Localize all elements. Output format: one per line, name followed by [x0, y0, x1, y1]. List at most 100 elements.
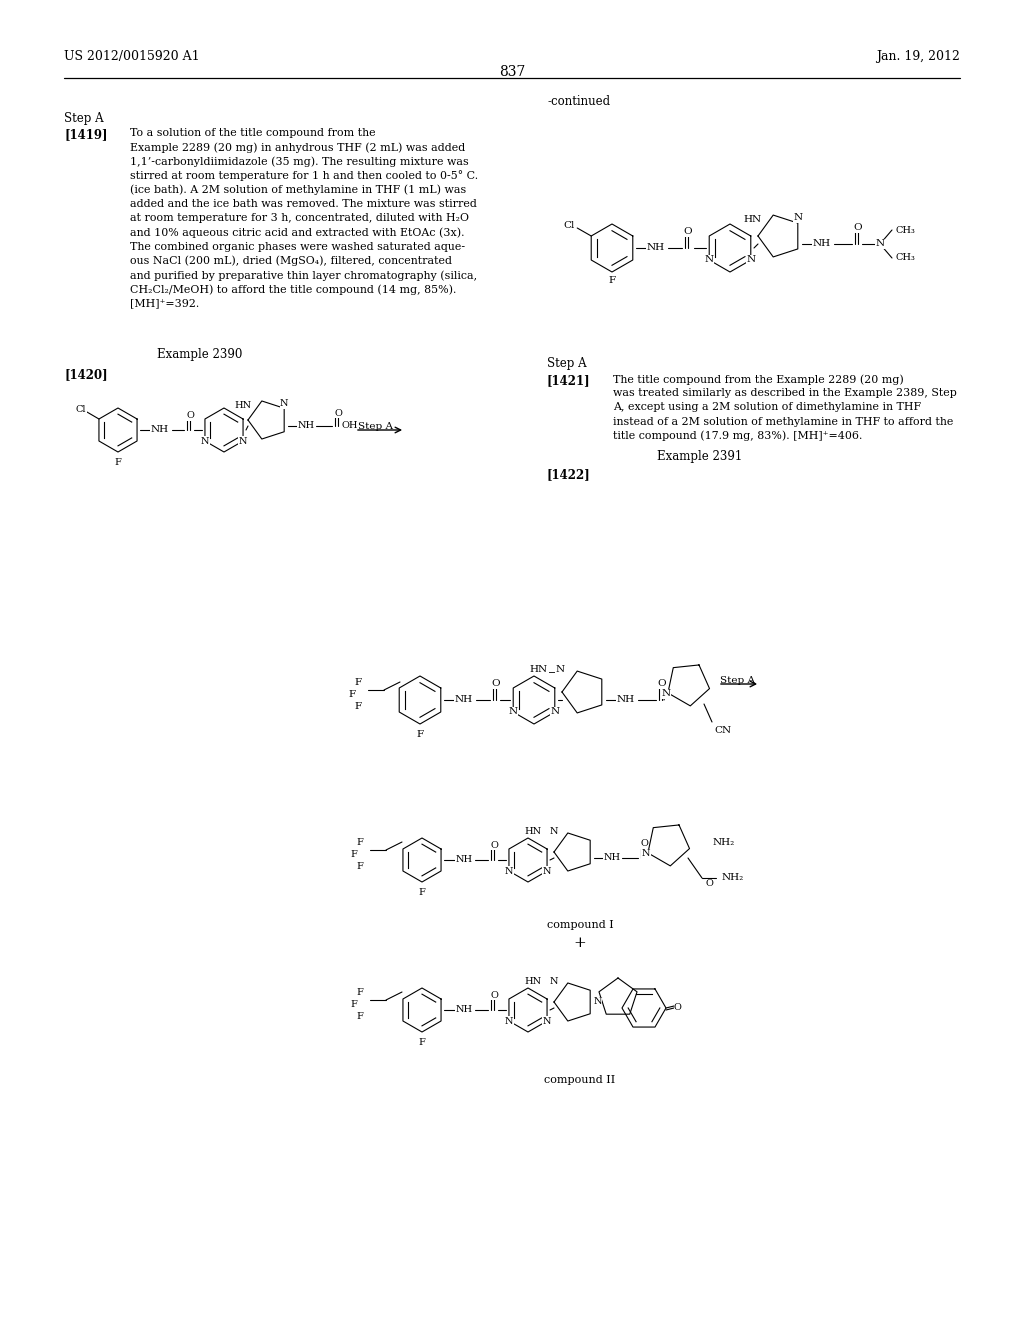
- Text: F: F: [356, 987, 364, 997]
- Text: NH: NH: [813, 239, 831, 248]
- Text: [1419]: [1419]: [63, 128, 108, 141]
- Text: F: F: [419, 888, 425, 898]
- Text: HN: HN: [743, 215, 762, 224]
- Text: N: N: [794, 214, 803, 223]
- Text: O: O: [684, 227, 692, 236]
- Text: CH₃: CH₃: [895, 253, 914, 261]
- Text: Example 2289 (20 mg) in anhydrous THF (2 mL) was added: Example 2289 (20 mg) in anhydrous THF (2…: [130, 143, 465, 153]
- Text: [1422]: [1422]: [547, 469, 591, 480]
- Text: O: O: [186, 412, 194, 421]
- Text: O: O: [490, 841, 498, 850]
- Text: O: O: [640, 840, 648, 849]
- Text: F: F: [354, 678, 361, 686]
- Text: N: N: [594, 998, 602, 1006]
- Text: Step A: Step A: [358, 422, 393, 432]
- Text: O: O: [334, 408, 342, 417]
- Text: O: O: [706, 879, 714, 888]
- Text: N: N: [239, 437, 248, 446]
- Text: US 2012/0015920 A1: US 2012/0015920 A1: [63, 50, 200, 63]
- Text: Step A: Step A: [63, 112, 103, 125]
- Text: F: F: [350, 1001, 357, 1008]
- Text: N: N: [509, 708, 518, 717]
- Text: CH₂Cl₂/MeOH) to afford the title compound (14 mg, 85%).: CH₂Cl₂/MeOH) to afford the title compoun…: [130, 284, 457, 294]
- Text: A, except using a 2M solution of dimethylamine in THF: A, except using a 2M solution of dimethy…: [613, 403, 922, 412]
- Text: F: F: [356, 1012, 364, 1020]
- Text: The title compound from the Example 2289 (20 mg): The title compound from the Example 2289…: [613, 374, 904, 384]
- Text: compound I: compound I: [547, 920, 613, 931]
- Text: F: F: [608, 276, 615, 285]
- Text: O: O: [490, 990, 498, 999]
- Text: instead of a 2M solution of methylamine in THF to afford the: instead of a 2M solution of methylamine …: [613, 417, 953, 426]
- Text: N: N: [642, 850, 650, 858]
- Text: F: F: [350, 850, 357, 859]
- Text: and 10% aqueous citric acid and extracted with EtOAc (3x).: and 10% aqueous citric acid and extracte…: [130, 227, 465, 238]
- Text: HN: HN: [529, 665, 548, 675]
- Text: Cl: Cl: [563, 222, 574, 231]
- Text: NH: NH: [603, 854, 621, 862]
- Text: Cl: Cl: [76, 404, 86, 413]
- Text: O: O: [674, 1003, 682, 1012]
- Text: NH: NH: [455, 696, 473, 705]
- Text: To a solution of the title compound from the: To a solution of the title compound from…: [130, 128, 376, 139]
- Text: NH: NH: [647, 243, 665, 252]
- Text: F: F: [348, 690, 355, 700]
- Text: N: N: [505, 866, 513, 875]
- Text: CN: CN: [714, 726, 731, 735]
- Text: F: F: [354, 702, 361, 711]
- Text: Step A: Step A: [547, 356, 587, 370]
- Text: at room temperature for 3 h, concentrated, diluted with H₂O: at room temperature for 3 h, concentrate…: [130, 214, 469, 223]
- Text: NH: NH: [151, 425, 169, 434]
- Text: N: N: [550, 978, 558, 986]
- Text: +: +: [573, 936, 587, 950]
- Text: Example 2390: Example 2390: [158, 348, 243, 360]
- Text: -continued: -continued: [547, 95, 610, 108]
- Text: stirred at room temperature for 1 h and then cooled to 0-5° C.: stirred at room temperature for 1 h and …: [130, 170, 478, 181]
- Text: NH: NH: [297, 421, 314, 430]
- Text: HN: HN: [525, 828, 542, 837]
- Text: Step A: Step A: [720, 676, 755, 685]
- Text: NH: NH: [616, 696, 635, 705]
- Text: title compound (17.9 mg, 83%). [MH]⁺=406.: title compound (17.9 mg, 83%). [MH]⁺=406…: [613, 430, 862, 441]
- Text: F: F: [356, 862, 364, 871]
- Text: F: F: [115, 458, 122, 467]
- Text: N: N: [550, 828, 558, 837]
- Text: ous NaCl (200 mL), dried (MgSO₄), filtered, concentrated: ous NaCl (200 mL), dried (MgSO₄), filter…: [130, 256, 452, 267]
- Text: NH: NH: [456, 855, 472, 865]
- Text: HN: HN: [234, 401, 252, 411]
- Text: F: F: [356, 838, 364, 847]
- Text: O: O: [492, 680, 501, 689]
- Text: NH₂: NH₂: [713, 838, 735, 847]
- Text: N: N: [746, 256, 756, 264]
- Text: N: N: [705, 256, 714, 264]
- Text: N: N: [662, 689, 671, 698]
- Text: N: N: [556, 665, 565, 675]
- Text: 1,1’-carbonyldiimidazole (35 mg). The resulting mixture was: 1,1’-carbonyldiimidazole (35 mg). The re…: [130, 156, 469, 166]
- Text: NH: NH: [456, 1006, 472, 1015]
- Text: Example 2391: Example 2391: [657, 450, 742, 463]
- Text: O: O: [657, 680, 667, 689]
- Text: [1420]: [1420]: [63, 368, 108, 381]
- Text: 837: 837: [499, 65, 525, 79]
- Text: O: O: [854, 223, 862, 232]
- Text: added and the ice bath was removed. The mixture was stirred: added and the ice bath was removed. The …: [130, 199, 477, 209]
- Text: F: F: [417, 730, 424, 739]
- Text: N: N: [543, 1016, 551, 1026]
- Text: and purified by preparative thin layer chromatography (silica,: and purified by preparative thin layer c…: [130, 271, 477, 281]
- Text: [1421]: [1421]: [547, 374, 591, 387]
- Text: was treated similarly as described in the Example 2389, Step: was treated similarly as described in th…: [613, 388, 956, 399]
- Text: [MH]⁺=392.: [MH]⁺=392.: [130, 298, 200, 309]
- Text: N: N: [505, 1016, 513, 1026]
- Text: CH₃: CH₃: [896, 226, 915, 235]
- Text: HN: HN: [525, 978, 542, 986]
- Text: NH₂: NH₂: [722, 874, 744, 883]
- Text: (ice bath). A 2M solution of methylamine in THF (1 mL) was: (ice bath). A 2M solution of methylamine…: [130, 185, 466, 195]
- Text: OH: OH: [342, 421, 358, 430]
- Text: N: N: [876, 239, 885, 248]
- Text: N: N: [543, 866, 551, 875]
- Text: N: N: [550, 708, 559, 717]
- Text: N: N: [201, 437, 209, 446]
- Text: F: F: [419, 1038, 425, 1047]
- Text: Jan. 19, 2012: Jan. 19, 2012: [877, 50, 961, 63]
- Text: compound II: compound II: [545, 1074, 615, 1085]
- Text: N: N: [280, 400, 289, 408]
